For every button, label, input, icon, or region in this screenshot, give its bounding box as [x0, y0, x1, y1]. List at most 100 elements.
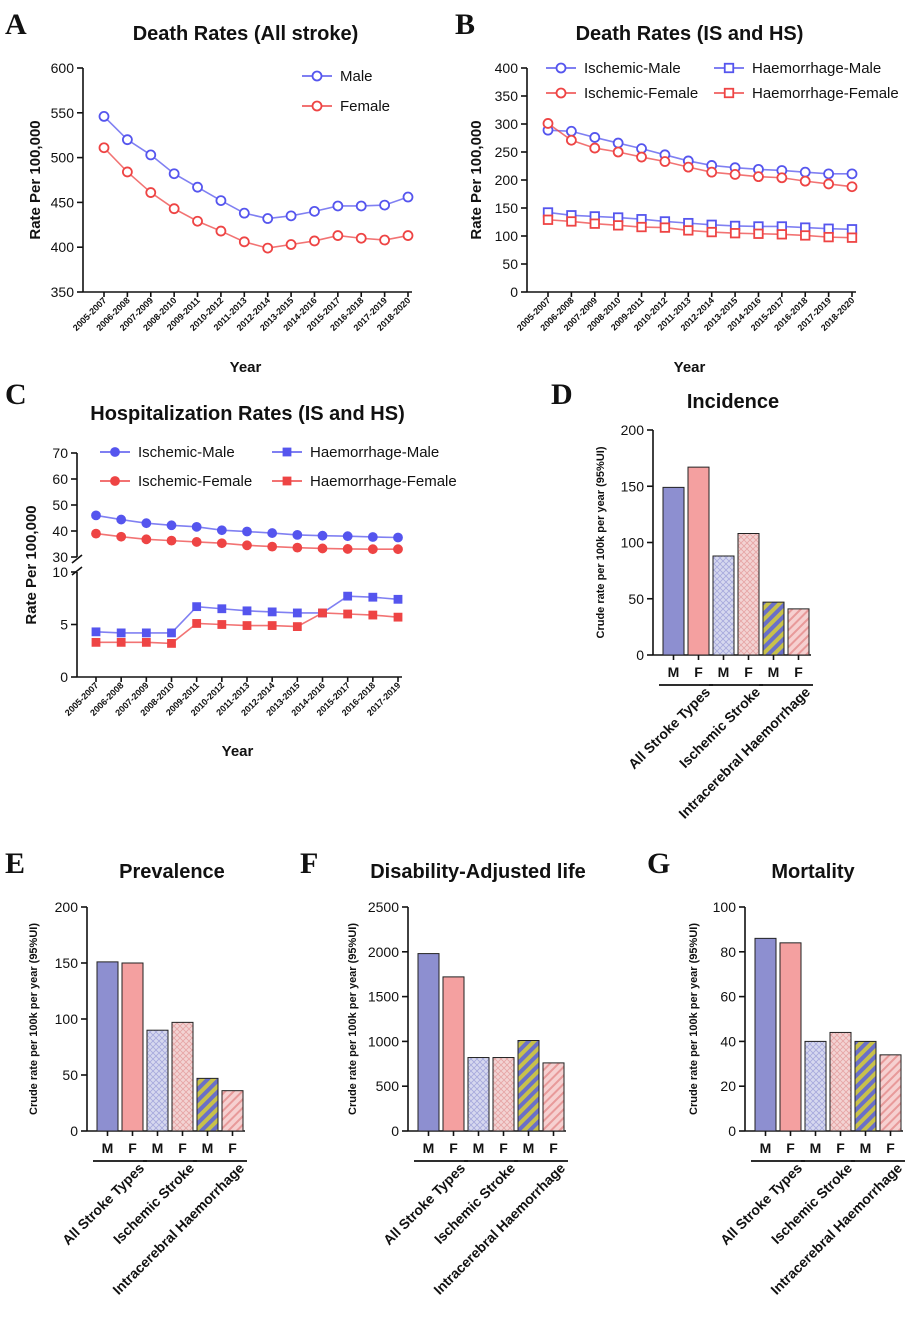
- sex-label: F: [128, 1140, 137, 1156]
- y-tick-label: 60: [52, 471, 68, 487]
- bar: [779, 942, 802, 1132]
- legend-label: Ischemic-Male: [138, 444, 235, 461]
- data-point: [242, 621, 252, 630]
- data-point: [393, 532, 403, 543]
- data-point: [242, 540, 252, 551]
- legend-marker: [311, 100, 323, 112]
- data-point: [216, 525, 227, 536]
- sex-label: M: [760, 1140, 772, 1156]
- data-point: [823, 231, 834, 243]
- data-point: [91, 528, 101, 539]
- legend-item: Haemorrhage-Female: [272, 473, 457, 490]
- bar: [417, 953, 440, 1132]
- data-point: [706, 226, 717, 238]
- legend-label: Haemorrhage-Male: [310, 444, 439, 461]
- y-tick-label: 200: [55, 899, 79, 915]
- data-point: [91, 510, 101, 521]
- data-point: [823, 178, 835, 190]
- y-tick-label: 350: [51, 284, 75, 300]
- y-axis-label: Crude rate per 100k per year (95%UI): [28, 923, 40, 1115]
- y-axis-label: Crude rate per 100k per year (95%UI): [688, 923, 700, 1115]
- data-point: [116, 628, 126, 638]
- data-point: [379, 234, 391, 246]
- legend-label: Ischemic-Female: [584, 85, 698, 102]
- data-point: [262, 242, 274, 254]
- data-point: [167, 628, 176, 638]
- data-point: [292, 542, 303, 553]
- data-point: [823, 223, 834, 234]
- data-point: [167, 639, 176, 648]
- sex-label: M: [768, 664, 780, 680]
- data-point: [242, 606, 252, 616]
- chart-title: Mortality: [771, 861, 855, 883]
- bar: [754, 937, 777, 1132]
- y-tick-label: 0: [391, 1123, 399, 1139]
- data-point: [800, 230, 811, 241]
- bar: [879, 1054, 902, 1132]
- data-point: [238, 236, 250, 248]
- y-tick-label: 400: [495, 60, 519, 76]
- legend-label: Male: [340, 68, 373, 85]
- data-point: [91, 637, 101, 647]
- data-point: [98, 110, 110, 122]
- data-point: [216, 538, 227, 549]
- series-ischemic-female: [91, 528, 403, 555]
- bar: [171, 1021, 194, 1132]
- data-point: [141, 628, 151, 638]
- data-point: [367, 532, 378, 542]
- data-point: [267, 621, 277, 630]
- data-point: [393, 544, 403, 555]
- y-tick-label: 5: [60, 617, 68, 633]
- series-female: [98, 142, 414, 254]
- y-tick-label: 50: [502, 256, 518, 272]
- data-point: [566, 216, 577, 227]
- sex-label: M: [668, 664, 680, 680]
- bar: [804, 1040, 827, 1132]
- data-point: [636, 151, 647, 163]
- sex-label: F: [836, 1140, 845, 1156]
- y-tick-label: 1500: [368, 989, 399, 1005]
- y-tick-label: 30: [52, 549, 68, 565]
- sex-label: F: [449, 1140, 458, 1156]
- sex-label: F: [178, 1140, 187, 1156]
- y-tick-label: 1000: [368, 1033, 399, 1049]
- panel-label: B: [455, 8, 475, 41]
- sex-label: F: [744, 664, 753, 680]
- data-point: [823, 168, 835, 180]
- data-point: [542, 118, 554, 129]
- data-point: [355, 232, 367, 244]
- sex-label: M: [152, 1140, 164, 1156]
- data-point: [318, 608, 327, 618]
- data-point: [565, 134, 577, 146]
- data-point: [262, 213, 274, 224]
- x-axis-label: Year: [230, 359, 262, 376]
- data-point: [682, 161, 694, 173]
- data-point: [317, 543, 328, 554]
- chart-title: Disability-Adjusted life: [370, 861, 586, 883]
- legend-item: Ischemic-Male: [100, 444, 235, 461]
- data-point: [217, 620, 227, 629]
- data-point: [141, 534, 152, 545]
- data-point: [192, 619, 202, 628]
- y-tick-label: 600: [51, 60, 75, 76]
- data-point: [355, 200, 367, 212]
- y-tick-label: 400: [51, 239, 75, 255]
- series-male: [98, 110, 414, 224]
- bar: [146, 1029, 169, 1132]
- y-axis-label: Crude rate per 100k per year (95%UI): [347, 923, 359, 1115]
- data-point: [393, 594, 403, 604]
- chart-title: Incidence: [687, 391, 779, 413]
- data-point: [612, 146, 624, 158]
- legend-label: Haemorrhage-Female: [310, 473, 457, 490]
- data-point: [367, 544, 378, 555]
- legend-item: Haemorrhage-Male: [272, 444, 439, 461]
- data-point: [192, 181, 203, 193]
- bar: [762, 601, 785, 656]
- data-point: [145, 187, 157, 198]
- legend-item: Haemorrhage-Male: [714, 60, 881, 77]
- legend-marker: [110, 447, 120, 457]
- legend-item: Female: [302, 98, 390, 115]
- y-tick-label: 150: [495, 200, 519, 216]
- data-point: [342, 544, 353, 554]
- y-tick-label: 350: [495, 88, 519, 104]
